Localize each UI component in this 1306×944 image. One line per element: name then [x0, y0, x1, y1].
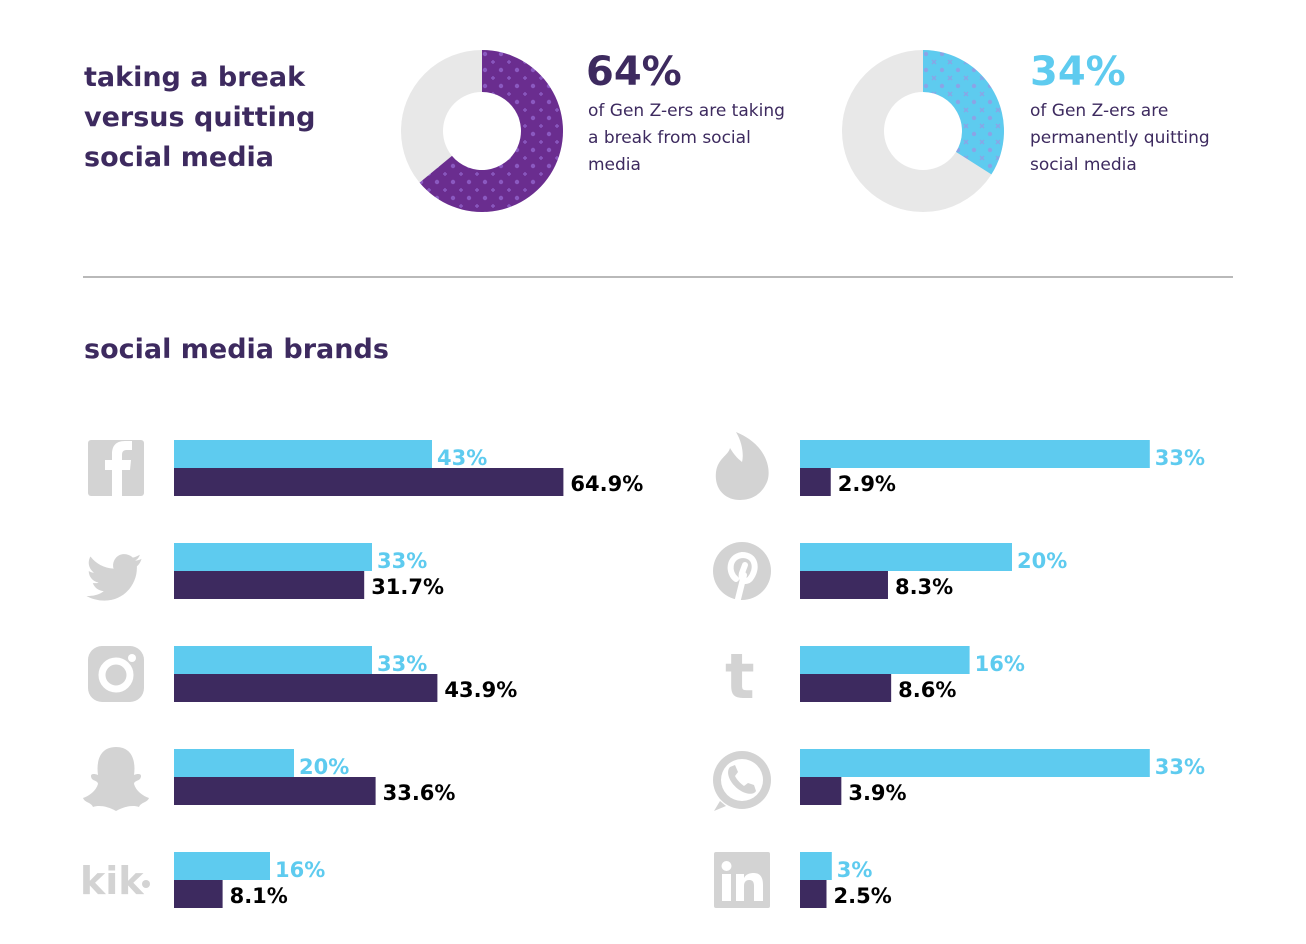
- label-facebook-dark: 64.9%: [570, 472, 643, 496]
- bar-kik-dark: [174, 880, 223, 908]
- bar-tinder-dark: [800, 468, 831, 496]
- label-tinder-cyan: 33%: [1155, 446, 1205, 470]
- bar-whatsapp-dark: [800, 777, 842, 805]
- bar-pinterest-dark: [800, 571, 888, 599]
- facebook-icon: [88, 440, 144, 496]
- label-whatsapp-dark: 3.9%: [848, 781, 906, 805]
- label-whatsapp-cyan: 33%: [1155, 755, 1205, 779]
- label-kik-dark: 8.1%: [230, 884, 288, 908]
- twitter-icon: [86, 554, 142, 601]
- bar-tumblr-dark: [800, 674, 892, 702]
- bar-tumblr-cyan: [800, 646, 970, 674]
- svg-text:kik: kik: [80, 859, 144, 903]
- donut-segment-quit: [923, 50, 1004, 175]
- bar-kik-cyan: [174, 852, 270, 880]
- label-tumblr-dark: 8.6%: [898, 678, 956, 702]
- pinterest-icon: [713, 542, 771, 602]
- whatsapp-icon: [713, 751, 771, 811]
- label-pinterest-dark: 8.3%: [895, 575, 953, 599]
- svg-text:t: t: [725, 640, 755, 713]
- bar-twitter-cyan: [174, 543, 372, 571]
- break-vs-quit-title: taking a break versus quitting social me…: [84, 62, 316, 173]
- label-tinder-dark: 2.9%: [838, 472, 896, 496]
- bar-instagram-dark: [174, 674, 438, 702]
- brands-title: social media brands: [84, 334, 389, 365]
- instagram-icon: [88, 646, 144, 702]
- bar-snapchat-dark: [174, 777, 376, 805]
- bar-linkedin-cyan: [800, 852, 832, 880]
- bar-whatsapp-cyan: [800, 749, 1150, 777]
- label-linkedin-dark: 2.5%: [834, 884, 892, 908]
- break-description: of Gen Z-ers are taking a break from soc…: [588, 101, 785, 175]
- quit-donut-chart: [842, 50, 1004, 212]
- bar-twitter-dark: [174, 571, 365, 599]
- quit-description: of Gen Z-ers are permanently quitting so…: [1030, 101, 1210, 175]
- bar-facebook-dark: [174, 468, 564, 496]
- bar-snapchat-cyan: [174, 749, 294, 777]
- section-divider: [83, 276, 1233, 278]
- bar-pinterest-cyan: [800, 543, 1012, 571]
- bar-instagram-cyan: [174, 646, 372, 674]
- label-instagram-dark: 43.9%: [444, 678, 517, 702]
- label-twitter-dark: 31.7%: [371, 575, 444, 599]
- label-instagram-cyan: 33%: [377, 652, 427, 676]
- bar-linkedin-dark: [800, 880, 827, 908]
- tumblr-icon: t: [725, 640, 755, 713]
- label-pinterest-cyan: 20%: [1017, 549, 1067, 573]
- label-snapchat-cyan: 20%: [299, 755, 349, 779]
- label-facebook-cyan: 43%: [437, 446, 487, 470]
- donut-segment-break: [419, 50, 563, 212]
- label-twitter-cyan: 33%: [377, 549, 427, 573]
- quit-percent-value: 34%: [1030, 49, 1126, 95]
- bar-tinder-cyan: [800, 440, 1150, 468]
- label-tumblr-cyan: 16%: [975, 652, 1025, 676]
- linkedin-icon: [714, 852, 770, 908]
- tinder-icon: [715, 432, 769, 500]
- kik-icon: kik: [80, 859, 150, 903]
- bar-facebook-cyan: [174, 440, 432, 468]
- label-snapchat-dark: 33.6%: [383, 781, 456, 805]
- break-percent-value: 64%: [586, 49, 682, 95]
- label-kik-cyan: 16%: [275, 858, 325, 882]
- snapchat-icon: [83, 747, 149, 811]
- break-donut-chart: [401, 50, 563, 212]
- label-linkedin-cyan: 3%: [837, 858, 873, 882]
